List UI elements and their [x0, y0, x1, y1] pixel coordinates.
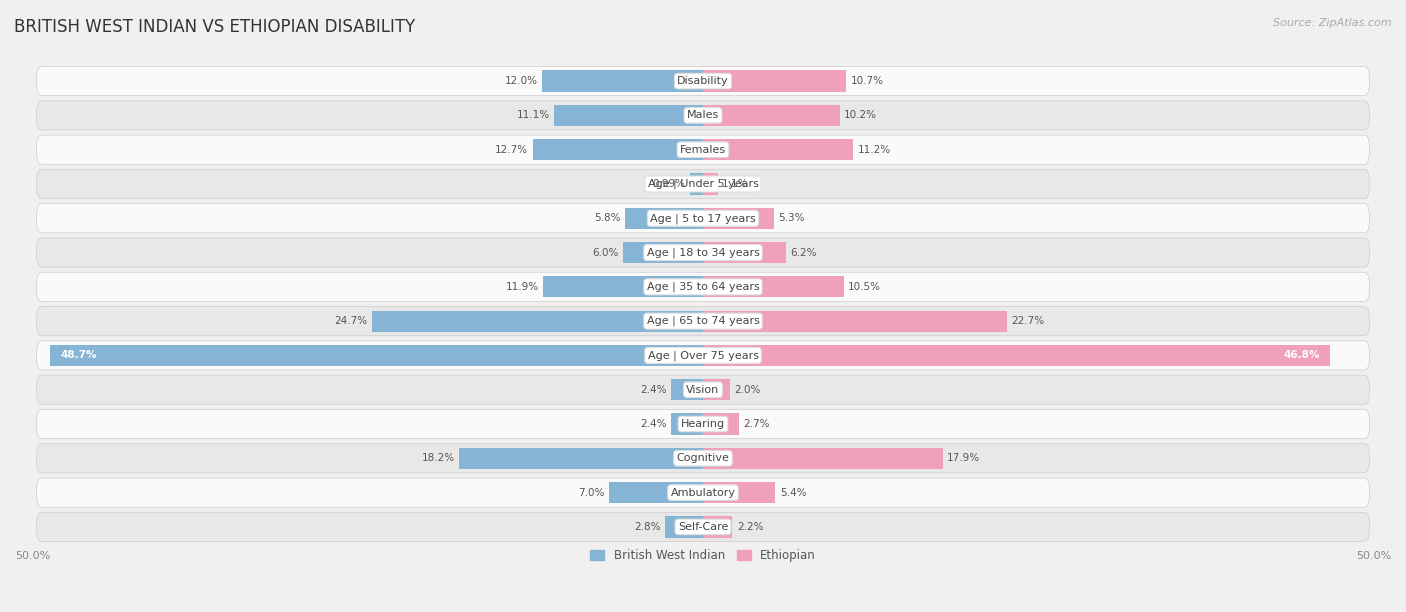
- Bar: [703, 105, 839, 126]
- FancyBboxPatch shape: [37, 409, 1369, 439]
- Text: Age | 35 to 64 years: Age | 35 to 64 years: [647, 282, 759, 292]
- Bar: [543, 70, 703, 92]
- Text: Vision: Vision: [686, 385, 720, 395]
- FancyBboxPatch shape: [37, 170, 1369, 198]
- Text: Age | Over 75 years: Age | Over 75 years: [648, 350, 758, 360]
- Text: 2.4%: 2.4%: [640, 385, 666, 395]
- Bar: [544, 276, 703, 297]
- Bar: [703, 242, 786, 263]
- Bar: [554, 105, 703, 126]
- Bar: [533, 139, 703, 160]
- Bar: [703, 173, 717, 195]
- Text: 11.9%: 11.9%: [506, 282, 538, 292]
- Text: Age | 18 to 34 years: Age | 18 to 34 years: [647, 247, 759, 258]
- Bar: [703, 310, 1007, 332]
- Text: 11.1%: 11.1%: [517, 110, 550, 121]
- Bar: [703, 413, 740, 435]
- Text: 48.7%: 48.7%: [60, 351, 97, 360]
- Bar: [371, 310, 703, 332]
- Text: Age | Under 5 years: Age | Under 5 years: [648, 179, 758, 189]
- Text: 17.9%: 17.9%: [948, 453, 980, 463]
- Text: Ambulatory: Ambulatory: [671, 488, 735, 498]
- Text: 2.4%: 2.4%: [640, 419, 666, 429]
- Text: 22.7%: 22.7%: [1012, 316, 1045, 326]
- FancyBboxPatch shape: [37, 272, 1369, 302]
- Bar: [665, 517, 703, 537]
- Bar: [703, 517, 733, 537]
- Bar: [671, 379, 703, 400]
- Text: Cognitive: Cognitive: [676, 453, 730, 463]
- FancyBboxPatch shape: [37, 204, 1369, 233]
- Text: 10.2%: 10.2%: [844, 110, 877, 121]
- Text: 11.2%: 11.2%: [858, 144, 890, 155]
- Bar: [690, 173, 703, 195]
- Text: 6.0%: 6.0%: [592, 248, 619, 258]
- Text: 12.0%: 12.0%: [505, 76, 538, 86]
- Bar: [623, 242, 703, 263]
- Text: 2.0%: 2.0%: [734, 385, 761, 395]
- Bar: [51, 345, 703, 366]
- Text: Males: Males: [688, 110, 718, 121]
- Text: 2.7%: 2.7%: [744, 419, 770, 429]
- Text: 2.2%: 2.2%: [737, 522, 763, 532]
- Text: Age | 65 to 74 years: Age | 65 to 74 years: [647, 316, 759, 326]
- Text: 46.8%: 46.8%: [1284, 351, 1320, 360]
- Text: Self-Care: Self-Care: [678, 522, 728, 532]
- Text: 18.2%: 18.2%: [422, 453, 454, 463]
- Text: Source: ZipAtlas.com: Source: ZipAtlas.com: [1274, 18, 1392, 28]
- Legend: British West Indian, Ethiopian: British West Indian, Ethiopian: [585, 545, 821, 567]
- Text: 10.5%: 10.5%: [848, 282, 882, 292]
- Text: Females: Females: [681, 144, 725, 155]
- FancyBboxPatch shape: [37, 135, 1369, 164]
- Text: 5.3%: 5.3%: [779, 213, 804, 223]
- Text: 12.7%: 12.7%: [495, 144, 529, 155]
- Text: 7.0%: 7.0%: [578, 488, 605, 498]
- Text: 1.1%: 1.1%: [723, 179, 748, 189]
- Bar: [671, 413, 703, 435]
- Text: 5.4%: 5.4%: [780, 488, 806, 498]
- Text: 0.99%: 0.99%: [652, 179, 686, 189]
- FancyBboxPatch shape: [37, 512, 1369, 542]
- Bar: [703, 379, 730, 400]
- FancyBboxPatch shape: [37, 238, 1369, 267]
- Text: Age | 5 to 17 years: Age | 5 to 17 years: [650, 213, 756, 223]
- Bar: [703, 70, 846, 92]
- FancyBboxPatch shape: [37, 67, 1369, 95]
- Bar: [458, 447, 703, 469]
- FancyBboxPatch shape: [37, 341, 1369, 370]
- Bar: [703, 482, 775, 503]
- Bar: [626, 207, 703, 229]
- Text: Disability: Disability: [678, 76, 728, 86]
- Bar: [703, 447, 943, 469]
- FancyBboxPatch shape: [37, 444, 1369, 473]
- Bar: [703, 276, 844, 297]
- FancyBboxPatch shape: [37, 478, 1369, 507]
- Text: 24.7%: 24.7%: [335, 316, 367, 326]
- Text: 6.2%: 6.2%: [790, 248, 817, 258]
- Text: 2.8%: 2.8%: [634, 522, 661, 532]
- Text: 10.7%: 10.7%: [851, 76, 884, 86]
- FancyBboxPatch shape: [37, 101, 1369, 130]
- Bar: [703, 345, 1330, 366]
- Text: Hearing: Hearing: [681, 419, 725, 429]
- FancyBboxPatch shape: [37, 375, 1369, 405]
- Bar: [703, 207, 775, 229]
- Text: BRITISH WEST INDIAN VS ETHIOPIAN DISABILITY: BRITISH WEST INDIAN VS ETHIOPIAN DISABIL…: [14, 18, 415, 36]
- Bar: [609, 482, 703, 503]
- FancyBboxPatch shape: [37, 307, 1369, 336]
- Text: 5.8%: 5.8%: [595, 213, 621, 223]
- Bar: [703, 139, 853, 160]
